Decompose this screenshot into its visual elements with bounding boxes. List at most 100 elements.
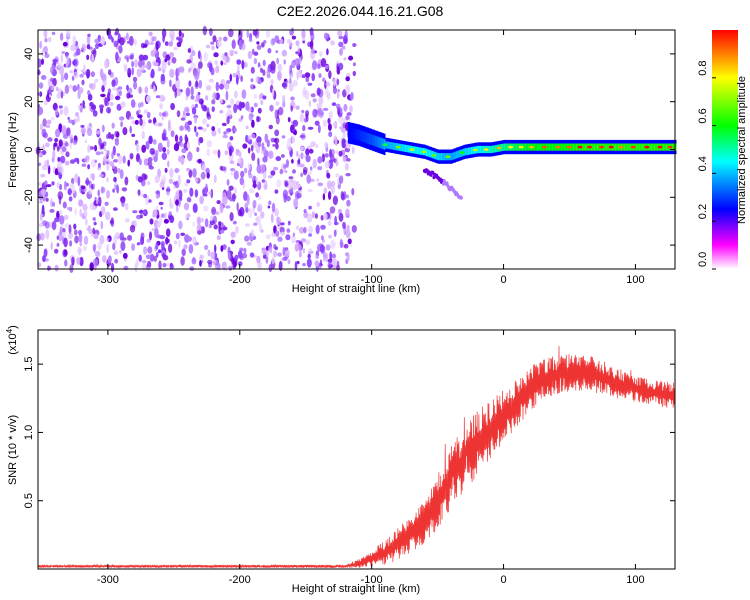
track-core bbox=[538, 143, 540, 151]
noise-speck bbox=[294, 261, 298, 271]
noise-speck bbox=[348, 55, 354, 61]
noise-speck bbox=[138, 209, 144, 214]
track-peak bbox=[618, 145, 624, 149]
noise-speck bbox=[49, 208, 55, 213]
noise-speck bbox=[271, 202, 276, 213]
noise-speck bbox=[328, 234, 332, 239]
noise-speck bbox=[312, 98, 317, 103]
track-peak bbox=[644, 145, 650, 149]
noise-speck bbox=[310, 93, 316, 98]
noise-speck bbox=[155, 206, 159, 211]
noise-speck bbox=[36, 233, 41, 242]
noise-speck bbox=[228, 28, 234, 38]
noise-speck bbox=[79, 242, 83, 247]
noise-speck bbox=[169, 79, 172, 88]
spectrogram-signal-track bbox=[347, 122, 677, 164]
noise-speck bbox=[139, 117, 143, 126]
noise-speck bbox=[122, 252, 128, 259]
noise-speck bbox=[84, 139, 88, 144]
noise-speck bbox=[228, 185, 234, 191]
noise-speck bbox=[74, 235, 79, 244]
noise-speck bbox=[113, 176, 117, 183]
track-core bbox=[635, 143, 638, 151]
noise-speck bbox=[169, 262, 173, 267]
noise-speck bbox=[222, 226, 228, 231]
noise-speck bbox=[100, 206, 106, 215]
noise-speck bbox=[194, 103, 198, 108]
noise-speck bbox=[97, 242, 103, 251]
noise-speck bbox=[236, 104, 240, 110]
noise-speck bbox=[43, 248, 48, 258]
noise-speck bbox=[318, 108, 324, 119]
noise-speck bbox=[158, 260, 162, 270]
noise-speck bbox=[61, 51, 66, 54]
noise-speck bbox=[77, 105, 81, 110]
noise-speck bbox=[155, 95, 161, 99]
noise-speck bbox=[125, 32, 129, 40]
noise-speck bbox=[262, 95, 267, 100]
noise-speck bbox=[269, 246, 273, 254]
noise-speck bbox=[195, 80, 199, 88]
noise-speck bbox=[253, 179, 257, 189]
noise-speck bbox=[122, 155, 126, 164]
noise-speck bbox=[135, 174, 139, 181]
noise-speck bbox=[318, 73, 322, 78]
noise-speck bbox=[53, 142, 58, 147]
noise-speck bbox=[211, 126, 216, 132]
noise-speck bbox=[121, 187, 128, 192]
track-core bbox=[494, 145, 497, 153]
track-core bbox=[583, 143, 585, 151]
noise-speck bbox=[102, 78, 107, 87]
noise-speck bbox=[289, 29, 294, 36]
noise-speck bbox=[54, 217, 60, 223]
noise-speck bbox=[167, 125, 172, 132]
noise-speck bbox=[224, 52, 228, 57]
noise-speck bbox=[304, 72, 311, 78]
noise-speck bbox=[152, 139, 157, 145]
noise-speck bbox=[245, 207, 249, 213]
noise-speck bbox=[261, 42, 265, 48]
noise-speck bbox=[86, 71, 90, 79]
noise-speck bbox=[308, 205, 312, 210]
noise-speck bbox=[127, 159, 130, 167]
noise-speck bbox=[314, 260, 320, 267]
track-core bbox=[469, 147, 471, 155]
track-peak bbox=[555, 145, 561, 149]
noise-speck bbox=[249, 188, 255, 194]
noise-speck bbox=[234, 225, 239, 234]
x-tick-label: -200 bbox=[229, 574, 251, 586]
noise-speck bbox=[270, 137, 275, 143]
noise-speck bbox=[153, 255, 158, 262]
noise-speck bbox=[301, 110, 305, 113]
track-core bbox=[464, 148, 467, 156]
noise-speck bbox=[162, 128, 167, 139]
noise-speck bbox=[79, 256, 84, 267]
noise-speck bbox=[95, 43, 99, 50]
noise-speck bbox=[134, 59, 138, 68]
noise-speck bbox=[265, 234, 271, 240]
noise-speck bbox=[120, 121, 123, 128]
noise-speck bbox=[176, 205, 179, 213]
noise-speck bbox=[284, 182, 289, 187]
noise-speck bbox=[137, 109, 141, 113]
noise-speck bbox=[51, 181, 55, 186]
noise-speck bbox=[198, 79, 203, 89]
noise-speck bbox=[190, 86, 194, 96]
noise-speck bbox=[290, 105, 294, 112]
noise-speck bbox=[72, 85, 78, 92]
track-core bbox=[428, 149, 431, 158]
noise-speck bbox=[292, 180, 298, 191]
noise-speck bbox=[83, 210, 88, 217]
noise-speck bbox=[303, 226, 307, 234]
noise-speck bbox=[37, 152, 44, 158]
noise-speck bbox=[317, 166, 323, 171]
noise-speck bbox=[218, 36, 223, 42]
track-core bbox=[523, 143, 525, 151]
noise-speck bbox=[224, 82, 230, 90]
noise-speck bbox=[196, 95, 200, 99]
noise-speck bbox=[100, 186, 106, 194]
track-core bbox=[373, 135, 375, 146]
track-core bbox=[641, 143, 644, 151]
y-tick-label: -20 bbox=[23, 189, 35, 205]
noise-speck bbox=[211, 106, 215, 112]
